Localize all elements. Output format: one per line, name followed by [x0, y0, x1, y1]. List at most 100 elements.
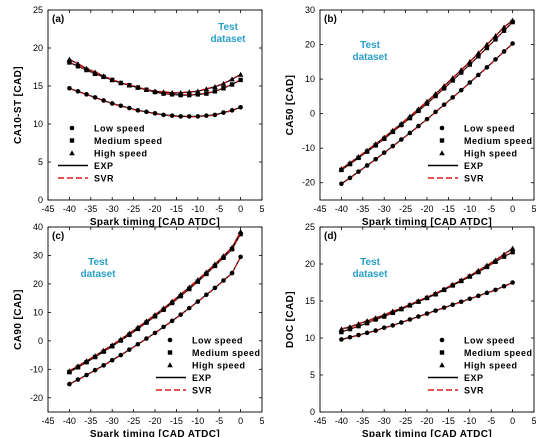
annotation-text: Test — [88, 257, 108, 268]
data-point — [238, 104, 243, 110]
y-tick-label: 20 — [305, 259, 315, 269]
x-tick-label: -20 — [148, 204, 161, 214]
y-tick-label: 0 — [38, 336, 43, 346]
data-point — [476, 293, 481, 299]
data-point — [398, 120, 405, 126]
data-point — [347, 334, 353, 340]
x-tick-label: 0 — [238, 416, 243, 426]
data-point — [381, 312, 387, 318]
annotation-text: dataset — [80, 269, 116, 280]
data-point — [501, 24, 507, 30]
x-tick-label: -35 — [84, 416, 97, 426]
data-point — [169, 318, 175, 324]
data-point — [135, 84, 141, 90]
y-axis-label: DOC [CAD] — [285, 291, 296, 348]
data-point — [203, 269, 210, 275]
data-point — [476, 54, 481, 59]
data-point — [399, 320, 404, 325]
chart-panel: -45 -40 -35 -30 -25 -20 -15 -10 -5 0 5 0 5 10 15 20 25 Sp… — [13, 5, 265, 228]
data-point — [144, 336, 149, 341]
data-point — [178, 114, 183, 119]
data-point — [424, 294, 430, 300]
data-point — [467, 273, 473, 279]
x-tick-label: 5 — [259, 416, 264, 426]
data-point — [467, 80, 473, 85]
y-tick-label: 30 — [33, 250, 43, 260]
data-point — [389, 127, 396, 133]
legend-label: SVR — [464, 386, 484, 396]
data-point — [415, 298, 422, 304]
data-point — [220, 80, 227, 86]
data-point — [126, 330, 133, 336]
data-point — [484, 290, 490, 296]
x-tick-label: -10 — [191, 416, 204, 426]
data-point — [441, 86, 447, 91]
exp-series-line — [341, 43, 514, 185]
data-point — [390, 143, 396, 149]
data-point — [441, 102, 447, 107]
data-point — [66, 56, 73, 62]
legend-label: SVR — [464, 174, 484, 184]
data-point — [432, 91, 439, 97]
data-point — [237, 71, 244, 77]
data-point — [509, 245, 516, 251]
data-point — [117, 80, 124, 86]
data-point — [450, 302, 455, 308]
data-point — [75, 377, 81, 382]
data-point — [212, 83, 218, 89]
data-point — [100, 347, 107, 353]
data-point — [84, 92, 89, 97]
x-tick-label: -30 — [378, 204, 391, 214]
data-point — [407, 113, 413, 119]
data-point — [127, 347, 132, 352]
y-axis-label: CA90 [CAD] — [13, 289, 24, 350]
x-tick-label: -40 — [63, 416, 76, 426]
data-point — [152, 312, 158, 318]
data-point — [160, 305, 167, 311]
y-tick-label: -10 — [30, 364, 43, 374]
data-point — [450, 95, 455, 100]
data-point — [484, 262, 490, 268]
chart-panel: -45 -40 -35 -30 -25 -20 -15 -10 -5 0 5 -20 -10 0 10 20 3… — [13, 222, 265, 437]
data-point — [135, 324, 141, 330]
x-axis-label: Spark timing [CAD ATDC] — [362, 217, 492, 228]
data-point — [415, 106, 422, 112]
data-point — [92, 69, 98, 75]
legend-label: EXP — [192, 373, 212, 383]
data-point — [364, 163, 370, 168]
legend-label: EXP — [464, 373, 484, 383]
data-point — [212, 89, 218, 94]
data-point — [441, 83, 447, 89]
y-tick-label: -20 — [302, 178, 315, 188]
data-point — [493, 57, 498, 62]
x-tick-label: -5 — [487, 204, 495, 214]
data-point — [195, 299, 201, 304]
legend-label: High speed — [464, 149, 518, 159]
data-point — [83, 65, 90, 71]
data-point — [67, 381, 72, 387]
legend-label: SVR — [94, 174, 114, 184]
x-tick-label: -40 — [63, 204, 76, 214]
y-tick-label: 15 — [305, 296, 315, 306]
legend-label: EXP — [464, 161, 484, 171]
data-point — [407, 301, 413, 307]
data-point — [467, 62, 472, 67]
data-point — [212, 112, 218, 118]
data-point — [484, 45, 490, 51]
x-tick-label: -25 — [127, 416, 140, 426]
data-point — [92, 353, 98, 359]
data-point — [238, 231, 243, 237]
data-point — [221, 110, 226, 115]
data-point — [178, 92, 183, 98]
legend-marker — [439, 337, 445, 343]
data-point — [83, 358, 90, 364]
annotation-text: dataset — [352, 269, 388, 280]
x-tick-label: -15 — [170, 204, 183, 214]
data-point — [161, 112, 166, 118]
y-tick-label: 10 — [33, 307, 43, 317]
data-point — [221, 86, 226, 91]
x-tick-label: -10 — [191, 204, 204, 214]
data-point — [364, 318, 370, 324]
y-tick-label: 20 — [33, 43, 43, 53]
